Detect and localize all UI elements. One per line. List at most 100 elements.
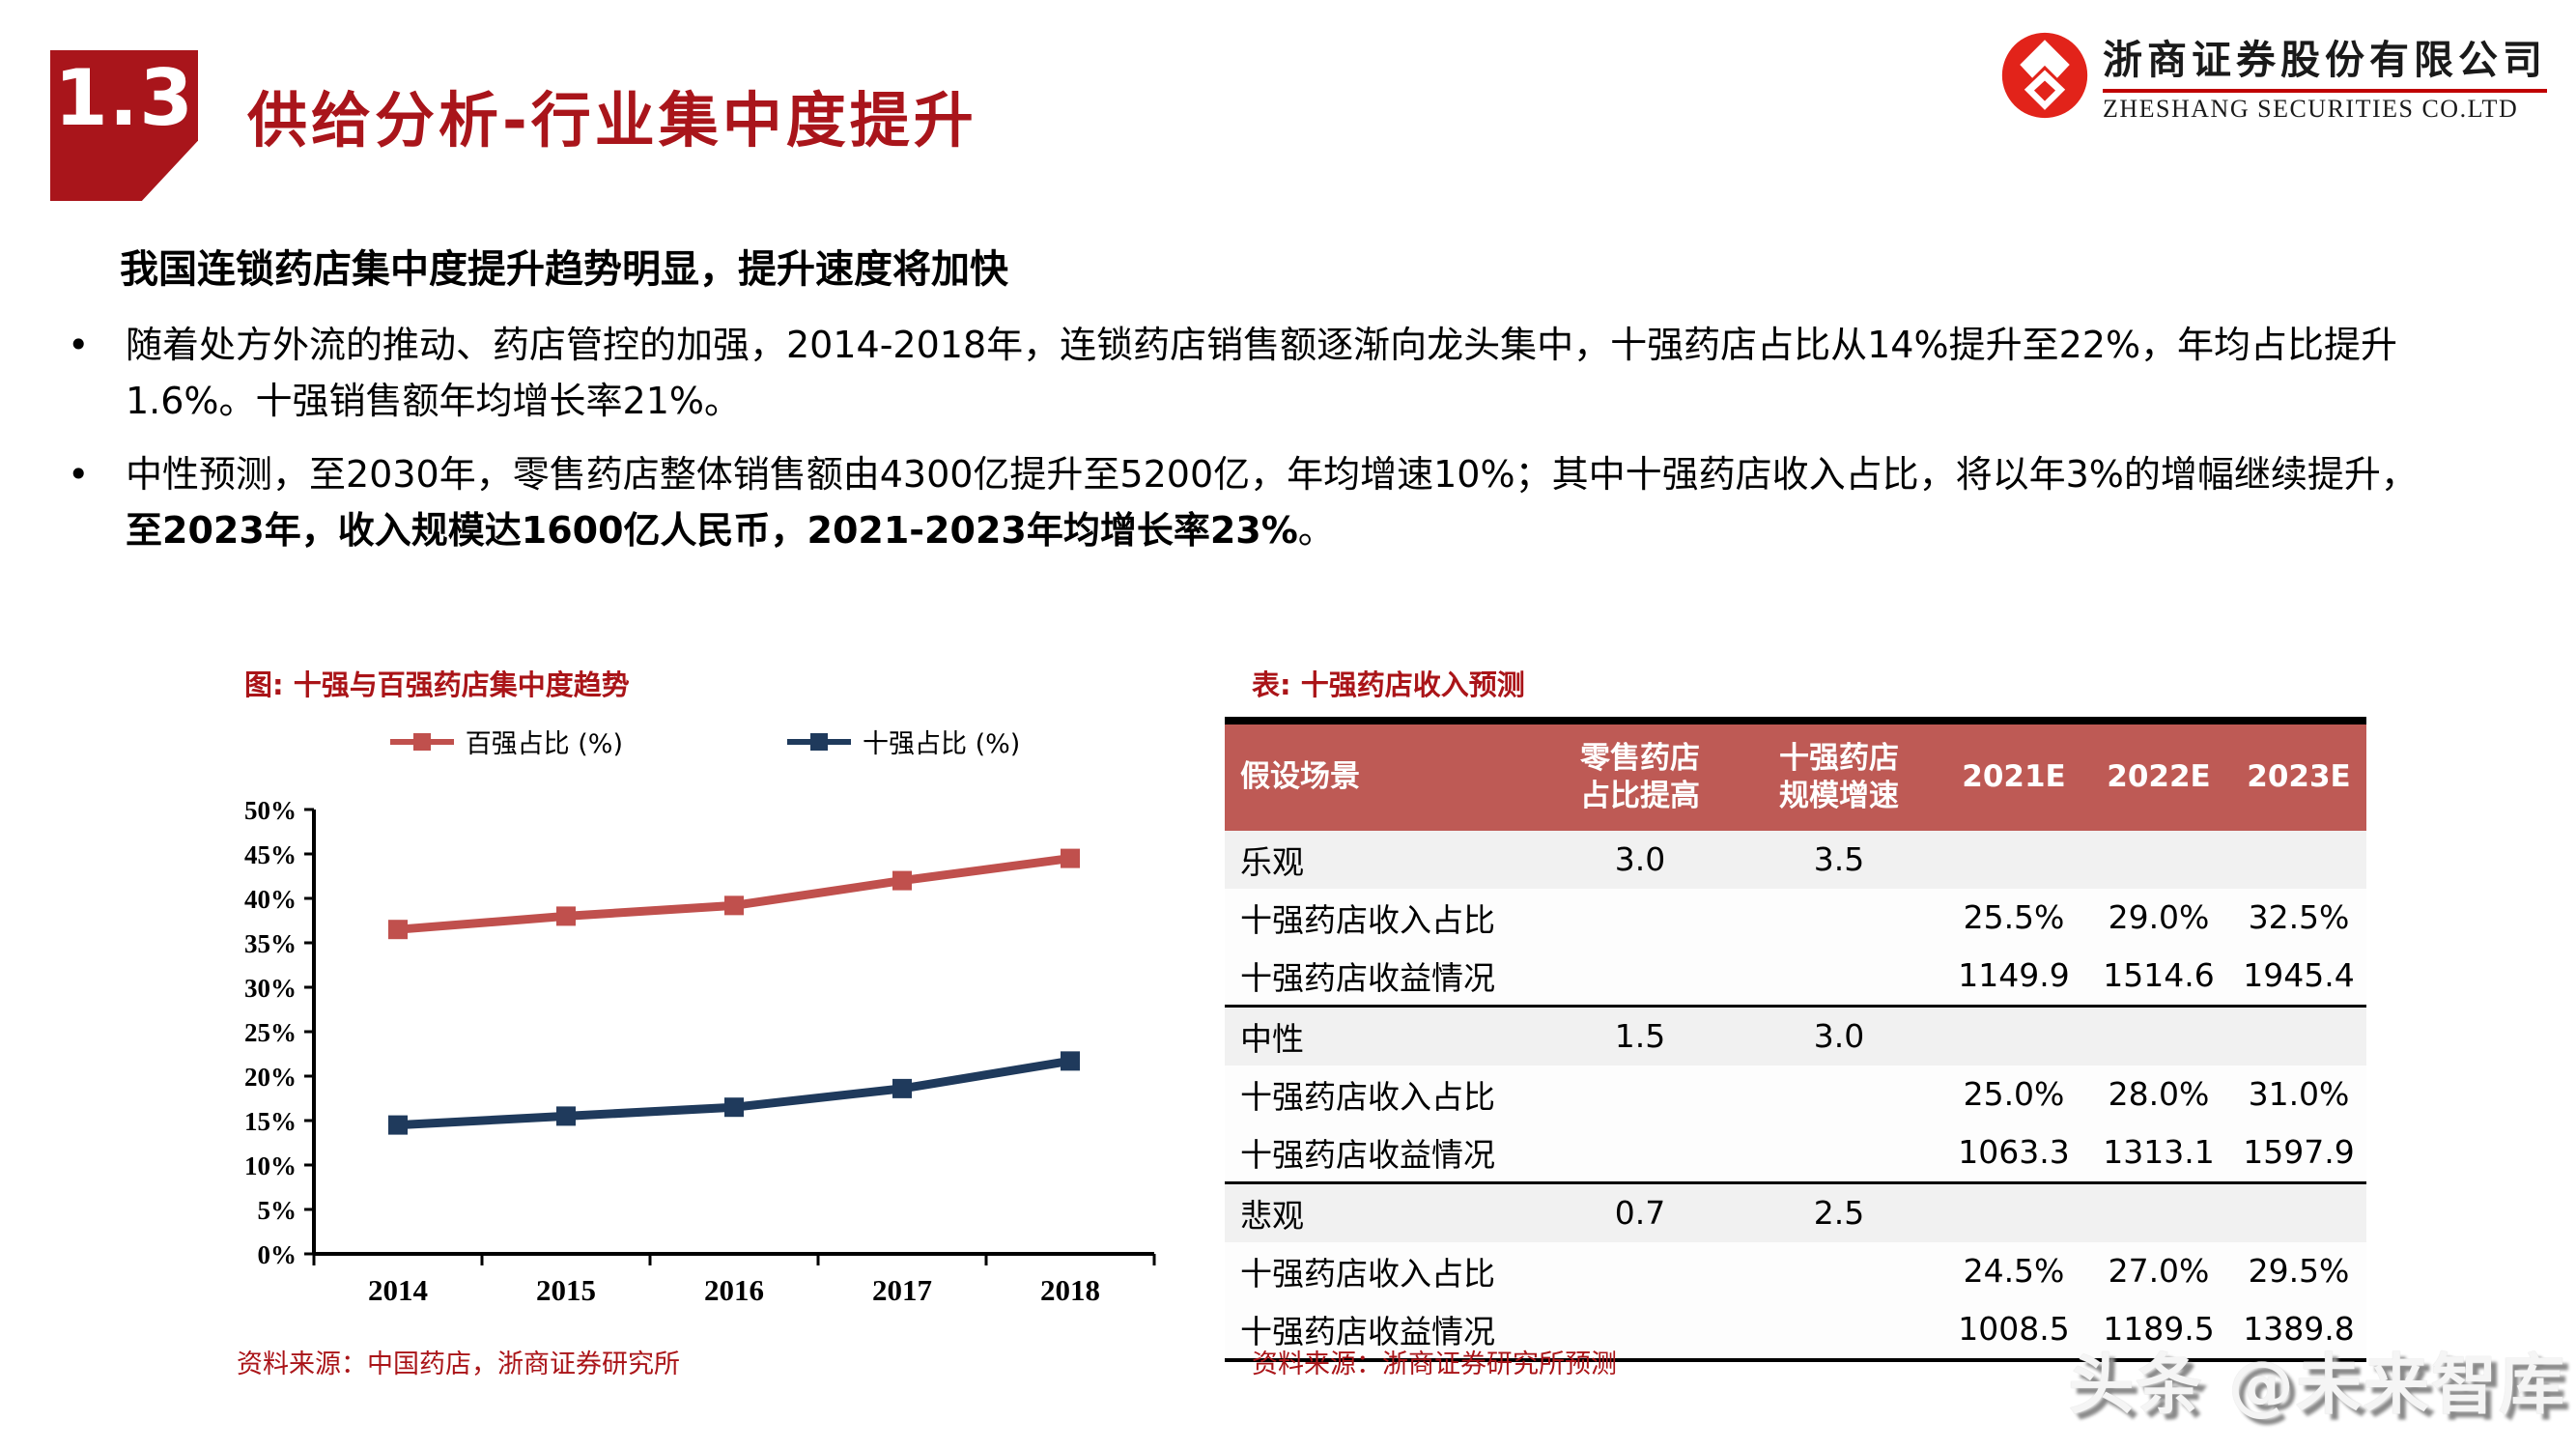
table-cell: [1737, 947, 1941, 1007]
legend-marker-icon: [787, 732, 851, 752]
table-row-detail: 十强药店收益情况 1063.3 1313.1 1597.9: [1225, 1122, 2366, 1183]
table-cell: [1543, 947, 1737, 1007]
table-cell: [2231, 831, 2366, 889]
table-cell: [1543, 1123, 1737, 1183]
table-cell: 十强药店收益情况: [1240, 1135, 1495, 1174]
concentration-line-chart: 0% 5% 10% 15% 20% 25% 30% 35% 40% 45% 50% 2014 2015 2…: [244, 796, 1156, 1307]
column-header-3: 2021E: [1941, 721, 2086, 831]
table-row-scenario: 中性 1.5 3.0: [1225, 1004, 2366, 1065]
legend-item-1: 十强占比 (%): [787, 723, 1020, 760]
table-row-detail: 十强药店收入占比 25.0% 28.0% 31.0%: [1225, 1065, 2366, 1123]
page-title: 供给分析-行业集中度提升: [247, 85, 977, 156]
table-cell: [2086, 1004, 2231, 1065]
table-cell: 29.5%: [2248, 1252, 2350, 1290]
table-cell: 3.0: [1737, 1004, 1941, 1065]
bullet-marker: [68, 317, 126, 429]
bullet-text-1: 随着处方外流的推动、药店管控的加强，2014-2018年，连锁药店销售额逐渐向龙…: [126, 317, 2453, 429]
column-header-2: 十强药店 规模增速: [1737, 721, 1941, 831]
legend-item-0: 百强占比 (%): [389, 723, 623, 760]
table-cell: 乐观: [1240, 842, 1304, 881]
svg-text:10%: 10%: [244, 1151, 297, 1180]
svg-text:0%: 0%: [258, 1240, 297, 1269]
watermark-text: 头条 @未来智库: [2068, 1348, 2566, 1424]
company-name-cn: 浙商证券股份有限公司: [2103, 27, 2547, 93]
svg-text:50%: 50%: [244, 796, 297, 825]
table-cell: 十强药店收益情况: [1240, 958, 1495, 997]
table-cell: 31.0%: [2248, 1075, 2350, 1113]
table-cell: 中性: [1225, 1004, 1543, 1065]
section-number: 1.3: [54, 53, 194, 143]
table-cell: [1737, 1300, 1941, 1360]
svg-text:2016: 2016: [704, 1273, 764, 1307]
table-cell: 1189.5: [2103, 1310, 2215, 1348]
table-cell: 十强药店收入占比: [1240, 1077, 1495, 1116]
column-header-4: 2022E: [2086, 721, 2231, 831]
table-area: 假设场景 零售药店 占比提高 十强药店 规模增速 2021E 2022E 2023E 乐观 3.…: [1225, 717, 2366, 1362]
table-cell: 1008.5: [1958, 1310, 2070, 1348]
svg-text:2017: 2017: [872, 1273, 932, 1307]
logo-text: 浙商证券股份有限公司 ZHESHANG SECURITIES CO.LTD: [2103, 27, 2547, 124]
forecast-table: 假设场景 零售药店 占比提高 十强药店 规模增速 2021E 2022E 2023E 乐观 3.…: [1225, 717, 2366, 1362]
table-row-detail: 十强药店收益情况 1149.9 1514.6 1945.4: [1225, 946, 2366, 1007]
table-title: 表: 十强药店收入预测: [1252, 668, 1525, 701]
bullet-text-2: 中性预测，至2030年，零售药店整体销售额由4300亿提升至5200亿，年均增速…: [126, 446, 2453, 558]
svg-text:35%: 35%: [244, 929, 297, 958]
table-cell: [2086, 831, 2231, 889]
legend-label: 十强占比 (%): [863, 729, 1021, 759]
table-header-row: 假设场景 零售药店 占比提高 十强药店 规模增速 2021E 2022E 2023E: [1225, 721, 2366, 831]
svg-text:2018: 2018: [1040, 1273, 1100, 1307]
table-cell: 十强药店收益情况: [1240, 1312, 1495, 1350]
bullet-item-2: 中性预测，至2030年，零售药店整体销售额由4300亿提升至5200亿，年均增速…: [68, 446, 2502, 558]
bullet-list: 随着处方外流的推动、药店管控的加强，2014-2018年，连锁药店销售额逐渐向龙…: [68, 317, 2502, 576]
svg-text:15%: 15%: [244, 1107, 297, 1136]
table-cell: 悲观: [1225, 1180, 1543, 1242]
table-cell: 25.5%: [1963, 898, 2065, 936]
table-cell: 1313.1: [2103, 1133, 2215, 1171]
table-cell: [2231, 1180, 2366, 1242]
table-cell: [2086, 1180, 2231, 1242]
table-cell: 29.0%: [2108, 898, 2210, 936]
column-header-1: 零售药店 占比提高: [1543, 721, 1737, 831]
table-cell: [1941, 1004, 2086, 1065]
chart-area: 0% 5% 10% 15% 20% 25% 30% 35% 40% 45% 50% 2014 2015 2…: [232, 781, 1178, 1326]
bullet-1-normal: 随着处方外流的推动、药店管控的加强，2014-2018年，连锁药店销售额逐渐向龙…: [126, 324, 2398, 422]
table-cell: 十强药店收入占比: [1240, 1254, 1495, 1293]
table-cell: 25.0%: [1963, 1075, 2065, 1113]
table-cell: [1543, 1065, 1737, 1123]
table-cell: 32.5%: [2248, 898, 2350, 936]
company-name-en: ZHESHANG SECURITIES CO.LTD: [2103, 95, 2519, 123]
table-cell: 1597.9: [2243, 1133, 2355, 1171]
table-cell: 28.0%: [2108, 1075, 2210, 1113]
table-row-detail: 十强药店收益情况 1008.5 1189.5 1389.8: [1225, 1299, 2366, 1360]
table-cell: 0.7: [1543, 1180, 1737, 1242]
svg-text:5%: 5%: [258, 1196, 297, 1225]
table-row-scenario: 悲观 0.7 2.5: [1225, 1180, 2366, 1242]
chart-title: 图: 十强与百强药店集中度趋势: [244, 668, 630, 701]
section-number-box: 1.3: [50, 50, 198, 201]
column-header-0: 假设场景: [1225, 721, 1543, 831]
table-cell: [1543, 889, 1737, 947]
bullet-2-normal: 中性预测，至2030年，零售药店整体销售额由4300亿提升至5200亿，年均增速…: [126, 453, 2418, 496]
table-cell: 24.5%: [1963, 1252, 2065, 1290]
table-cell: 1514.6: [2103, 956, 2215, 994]
table-row-detail: 十强药店收入占比 25.5% 29.0% 32.5%: [1225, 888, 2366, 947]
table-cell: 1389.8: [2243, 1310, 2355, 1348]
bullet-item-1: 随着处方外流的推动、药店管控的加强，2014-2018年，连锁药店销售额逐渐向龙…: [68, 317, 2502, 429]
table-row-scenario: 乐观 3.0 3.5: [1225, 830, 2366, 889]
svg-text:30%: 30%: [244, 974, 297, 1003]
table-cell: [1941, 1180, 2086, 1242]
table-source: 资料来源：浙商证券研究所预测: [1252, 1350, 1617, 1379]
table-cell: 1149.9: [1958, 956, 2070, 994]
table-cell: 1945.4: [2243, 956, 2355, 994]
bullet-2-suffix: 。: [1297, 509, 1335, 552]
table-cell: [1737, 1123, 1941, 1183]
table-cell: 十强药店收入占比: [1240, 900, 1495, 939]
svg-text:2014: 2014: [368, 1273, 428, 1307]
table-cell: 3.0: [1614, 840, 1666, 878]
table-row-detail: 十强药店收入占比 24.5% 27.0% 29.5%: [1225, 1241, 2366, 1300]
table-cell: 1063.3: [1958, 1133, 2070, 1171]
table-cell: [1737, 1065, 1941, 1123]
table-cell: 2.5: [1737, 1180, 1941, 1242]
table-cell: [1737, 889, 1941, 947]
